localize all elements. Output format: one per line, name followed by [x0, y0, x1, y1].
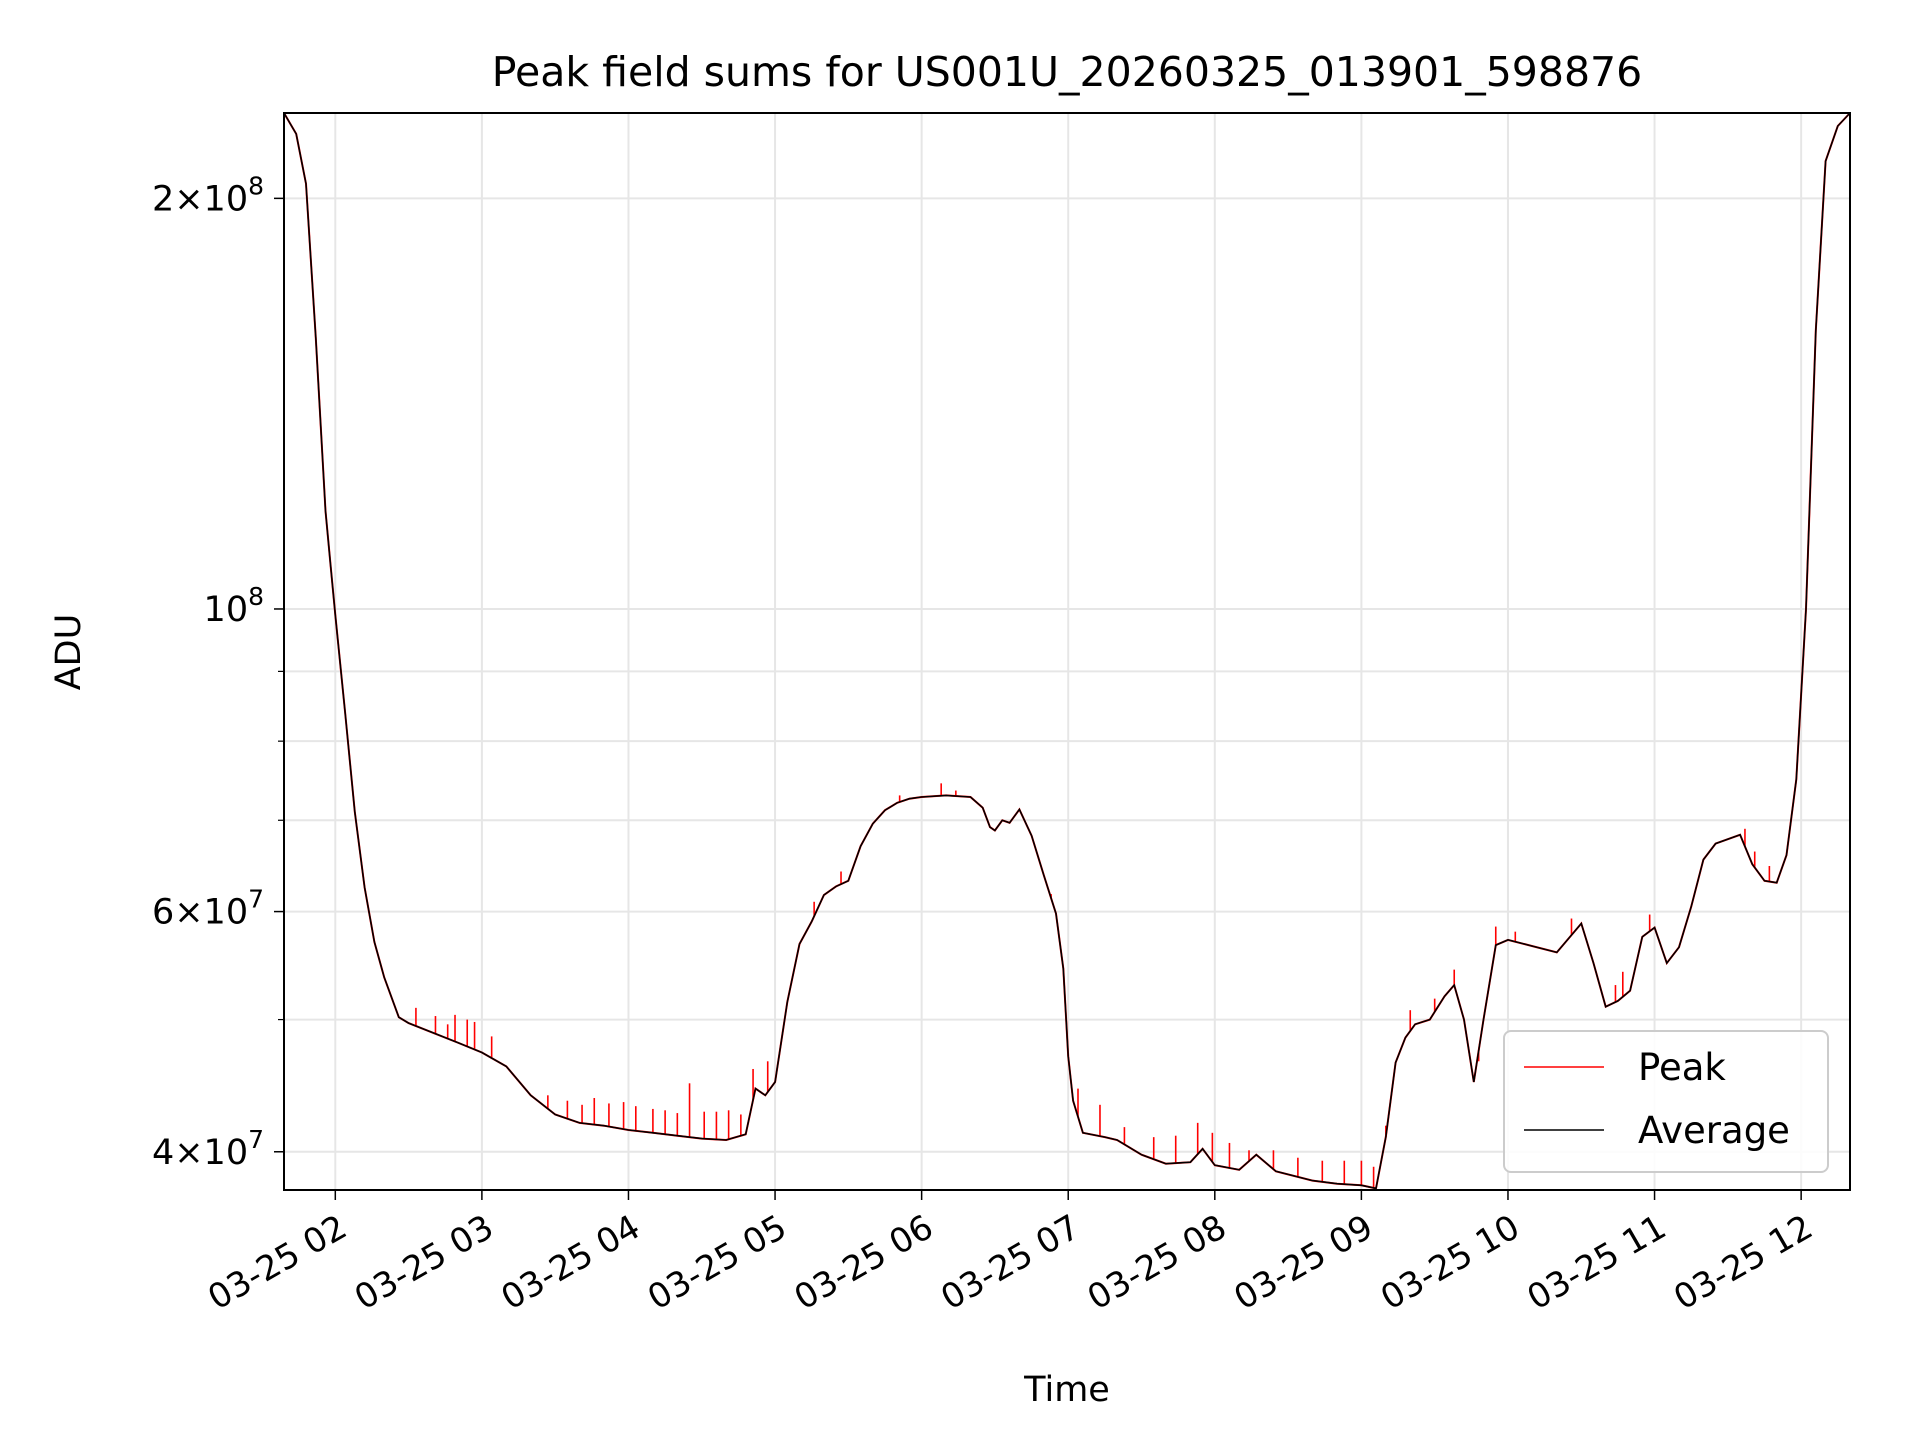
series-average-line: [283, 112, 1851, 1190]
y-tick-label-2: 108: [204, 582, 264, 630]
legend-average-label: Average: [1638, 1109, 1790, 1152]
x-axis-label: Time: [1023, 1370, 1110, 1410]
y-tick-label-1: 6×107: [152, 885, 264, 933]
grid: [284, 113, 1850, 1190]
plot-series: [283, 112, 1851, 1190]
plot-frame: [283, 112, 1851, 1191]
y-tick-label-3: 2×108: [152, 171, 264, 219]
y-axis-label: ADU: [49, 614, 89, 691]
y-tick-label-0: 4×107: [152, 1125, 264, 1173]
chart-title: Peak field sums for US001U_20260325_0139…: [492, 48, 1642, 96]
legend-peak-label: Peak: [1638, 1046, 1726, 1089]
legend: Peak Average: [1503, 1030, 1829, 1173]
